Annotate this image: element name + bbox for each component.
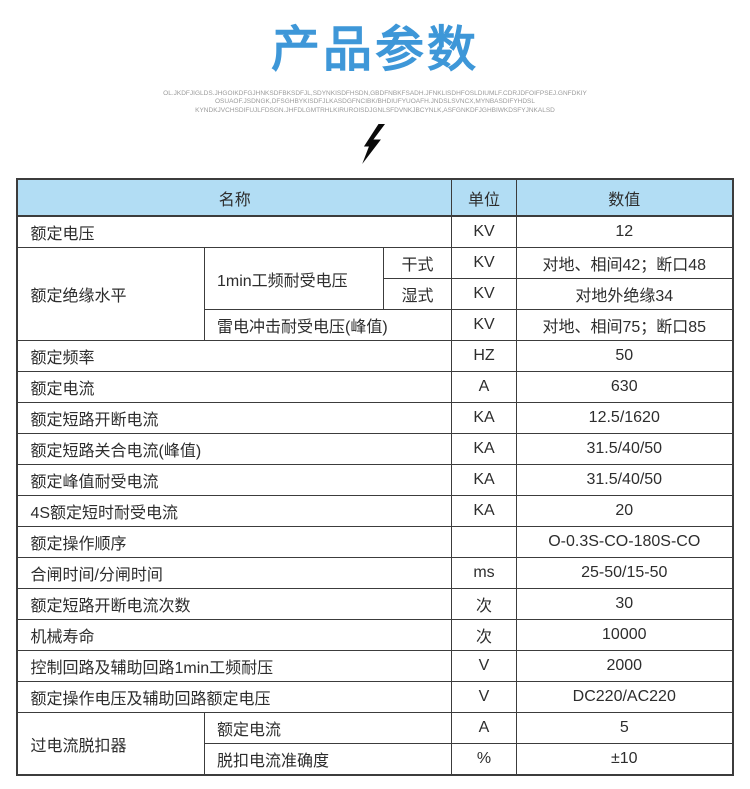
table-cell: KV bbox=[451, 309, 518, 342]
table-cell: 12.5/1620 bbox=[516, 402, 734, 435]
table-cell: 次 bbox=[451, 588, 518, 621]
table-row: 额定频率 HZ 50 bbox=[16, 340, 734, 373]
table-cell: 对地、相间75；断口85 bbox=[516, 309, 734, 342]
table-cell: ms bbox=[451, 557, 518, 590]
table-cell: % bbox=[451, 743, 518, 776]
table-row: 4S额定短时耐受电流 KA 20 bbox=[16, 495, 734, 528]
page-title: 产品参数 bbox=[270, 23, 479, 77]
table-cell: 合闸时间/分闸时间 bbox=[16, 557, 453, 590]
table-row: 额定短路开断电流次数次 30 bbox=[16, 588, 734, 621]
table-row: 额定操作电压及辅助回路额定电压 V DC220/AC220 bbox=[16, 681, 734, 714]
table-row: 额定电流 A 630 bbox=[16, 371, 734, 404]
table-cell bbox=[451, 526, 518, 559]
table-cell: 31.5/40/50 bbox=[516, 433, 734, 466]
table-cell: 过电流脱扣器 bbox=[16, 712, 205, 776]
table-cell: KA bbox=[451, 464, 518, 497]
table-cell: 对地外绝缘34 bbox=[516, 278, 734, 311]
table-row: 合闸时间/分闸时间 ms 25-50/15-50 bbox=[16, 557, 734, 590]
subtitle-text: OL.JKDFJIGLDS.JHGOIKDFGJHNKSDFBKSDFJL,SD… bbox=[0, 90, 750, 116]
table-row: 额定电压 KV 12 bbox=[16, 215, 734, 249]
table-cell: 额定操作顺序 bbox=[16, 526, 453, 559]
table-cell: 额定短路开断电流 bbox=[16, 402, 453, 435]
table-cell: 次 bbox=[451, 619, 518, 652]
table-cell: 额定短路开断电流次数 bbox=[16, 588, 453, 621]
table-row: 控制回路及辅助回路1min工频耐压 V 2000 bbox=[16, 650, 734, 683]
table-cell: KV bbox=[451, 278, 518, 311]
column-header-value: 数值 bbox=[516, 178, 734, 218]
table-cell: HZ bbox=[451, 340, 518, 373]
table-cell: 50 bbox=[516, 340, 734, 373]
column-header-name: 名称 bbox=[16, 178, 453, 218]
subtitle-line: KYNDKJVCHSDIFUJLFDSGN.JHFDLGMTRHLKIRUROI… bbox=[195, 106, 555, 114]
subtitle-line: OL.JKDFJIGLDS.JHGOIKDFGJHNKSDFBKSDFJL,SD… bbox=[163, 89, 587, 97]
table-cell: 额定频率 bbox=[16, 340, 453, 373]
table-cell: 25-50/15-50 bbox=[516, 557, 734, 590]
table-row: 湿式 KV 对地外绝缘34 bbox=[17, 278, 734, 311]
table-cell: 4S额定短时耐受电流 bbox=[16, 495, 453, 528]
table-cell: KV bbox=[451, 247, 518, 280]
table-row: 雷电冲击耐受电压(峰值) KV 对地、相间75；断口85 bbox=[17, 309, 734, 342]
table-row: 额定峰值耐受电流 KA 31.5/40/50 bbox=[16, 464, 734, 497]
table-cell: 湿式 bbox=[382, 278, 453, 311]
table-cell: 30 bbox=[516, 588, 734, 621]
table-cell: 5 bbox=[516, 712, 734, 745]
subtitle-line: OSUAOF.JSDNGK,DFSGHBYKISDFJLKASDGFNCIBK/… bbox=[215, 98, 535, 106]
table-cell: A bbox=[451, 712, 518, 745]
table-cell: 额定电流 bbox=[16, 371, 453, 404]
table-row: 额定短路开断电流 KA 12.5/1620 bbox=[16, 402, 734, 435]
table-cell: 脱扣电流准确度 bbox=[203, 743, 453, 776]
table-cell: 12 bbox=[516, 215, 734, 249]
spec-table: 名称 单位 数值 额定电压 KV 12 额定绝缘水平 1min工频耐受电压 干式 KV 对地、相间4… bbox=[16, 178, 734, 777]
table-cell: O-0.3S-CO-180S-CO bbox=[516, 526, 734, 559]
table-cell: 额定电流 bbox=[203, 712, 453, 745]
table-row: 机械寿命次 10000 bbox=[16, 619, 734, 652]
table-cell: ±10 bbox=[516, 743, 734, 776]
table-cell: 雷电冲击耐受电压(峰值) bbox=[203, 309, 453, 342]
table-cell: 额定操作电压及辅助回路额定电压 bbox=[16, 681, 453, 714]
table-cell: 额定峰值耐受电流 bbox=[16, 464, 453, 497]
table-cell: 2000 bbox=[516, 650, 734, 683]
table-cell: 630 bbox=[516, 371, 734, 404]
lightning-icon bbox=[361, 123, 389, 169]
table-cell: KA bbox=[451, 433, 518, 466]
table-cell: V bbox=[451, 681, 518, 714]
table-cell: V bbox=[451, 650, 518, 683]
table-cell: 31.5/40/50 bbox=[516, 464, 734, 497]
table-cell: KA bbox=[451, 402, 518, 435]
table-row: 过电流脱扣器 额定电流 A 5 bbox=[16, 712, 734, 776]
table-cell: 1min工频耐受电压 bbox=[203, 247, 384, 311]
table-cell: A bbox=[451, 371, 518, 404]
table-cell: KA bbox=[451, 495, 518, 528]
table-cell: 机械寿命 bbox=[16, 619, 453, 652]
table-cell: 额定绝缘水平 bbox=[16, 247, 205, 342]
table-row: 额定短路关合电流(峰值) KA 31.5/40/50 bbox=[16, 433, 734, 466]
section-divider bbox=[0, 123, 750, 169]
column-header-unit: 单位 bbox=[451, 178, 518, 218]
table-cell: 对地、相间42；断口48 bbox=[516, 247, 734, 280]
table-cell: 干式 bbox=[382, 247, 453, 280]
table-cell: 额定电压 bbox=[16, 215, 453, 249]
table-header-row: 名称 单位 数值 bbox=[16, 178, 734, 218]
table-row: 额定绝缘水平 1min工频耐受电压 干式 KV 对地、相间42；断口48 bbox=[16, 247, 734, 342]
table-cell: DC220/AC220 bbox=[516, 681, 734, 714]
table-cell: 10000 bbox=[516, 619, 734, 652]
table-cell: 20 bbox=[516, 495, 734, 528]
table-cell: KV bbox=[451, 215, 518, 249]
table-row: 额定操作顺序 O-0.3S-CO-180S-CO bbox=[16, 526, 734, 559]
table-cell: 控制回路及辅助回路1min工频耐压 bbox=[16, 650, 453, 683]
table-cell: 额定短路关合电流(峰值) bbox=[16, 433, 453, 466]
